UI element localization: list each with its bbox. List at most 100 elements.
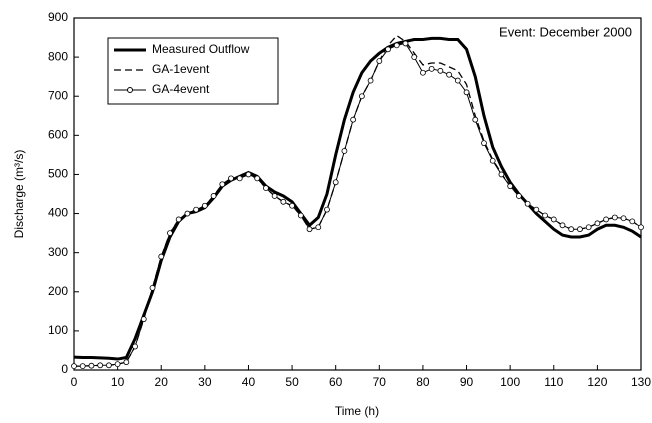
series-marker: [550, 216, 557, 223]
y-tick-label: 200: [48, 284, 68, 298]
series-marker: [236, 175, 243, 182]
x-tick-label: 20: [155, 375, 169, 389]
series-marker: [367, 77, 374, 84]
plot-frame: [73, 17, 642, 371]
series-marker: [603, 216, 610, 223]
y-tick-label: 0: [61, 362, 68, 376]
series-marker: [498, 171, 505, 178]
series-marker: [385, 46, 391, 53]
series-marker: [507, 183, 514, 190]
series-marker: [184, 210, 191, 217]
series-marker: [219, 181, 226, 188]
x-tick-label: 0: [71, 375, 78, 389]
series-marker: [611, 214, 618, 221]
legend-label: Measured Outflow: [152, 42, 250, 56]
series-marker: [420, 69, 426, 76]
series-marker: [280, 198, 287, 205]
y-tick-label: 400: [48, 206, 68, 220]
series-marker: [472, 116, 479, 123]
series-marker: [629, 218, 636, 225]
x-tick-label: 90: [460, 375, 474, 389]
x-tick-label: 130: [631, 375, 651, 389]
x-tick-label: 60: [329, 375, 343, 389]
series-marker: [210, 193, 217, 199]
x-tick-label: 110: [544, 375, 563, 389]
x-tick-label: 80: [416, 375, 430, 389]
legend-marker: [127, 87, 133, 93]
series-marker: [577, 226, 583, 233]
series-marker: [585, 224, 592, 231]
series-marker: [358, 93, 365, 100]
series-marker: [271, 193, 278, 199]
x-tick-label: 30: [198, 375, 212, 389]
series-marker: [79, 363, 86, 369]
series-marker: [568, 226, 575, 233]
series-marker: [193, 206, 200, 213]
x-tick-label: 50: [285, 375, 299, 389]
y-tick-label: 500: [48, 167, 68, 181]
series-marker: [481, 140, 487, 147]
legend-label: GA-1event: [152, 62, 210, 76]
y-tick-label: 100: [48, 323, 68, 337]
series-marker: [515, 193, 522, 199]
legend-label: GA-4event: [152, 82, 210, 96]
series-marker: [315, 224, 322, 231]
annotation: Event: December 2000: [499, 24, 632, 39]
series-marker: [446, 71, 452, 78]
x-axis-label: Time (h): [335, 404, 379, 418]
series-marker: [533, 206, 540, 213]
series-marker: [97, 362, 104, 369]
series-marker: [437, 67, 444, 74]
series-marker: [158, 253, 165, 260]
series-marker: [175, 216, 182, 223]
series-marker: [140, 316, 147, 323]
series-marker: [454, 77, 461, 84]
y-tick-label: 700: [48, 88, 68, 102]
series-marker: [132, 343, 138, 350]
series-marker: [306, 226, 313, 233]
x-tick-label: 100: [500, 375, 520, 389]
series-marker: [289, 202, 295, 209]
series-marker: [167, 230, 173, 237]
x-tick-label: 10: [111, 375, 125, 389]
series-marker: [254, 175, 261, 182]
series-marker: [201, 202, 208, 209]
series-marker: [332, 179, 339, 186]
y-tick-label: 300: [48, 245, 68, 259]
series-marker: [393, 42, 400, 49]
series-marker: [463, 89, 470, 96]
y-tick-label: 600: [48, 128, 68, 142]
series-marker: [245, 171, 252, 178]
y-axis-label: Discharge (m³/s): [12, 150, 26, 239]
x-tick-label: 40: [242, 375, 256, 389]
x-tick-label: 70: [373, 375, 387, 389]
series-marker: [428, 65, 435, 72]
series-marker: [149, 284, 156, 291]
series-marker: [559, 222, 566, 229]
series-marker: [402, 40, 409, 47]
series-marker: [524, 200, 531, 207]
series-marker: [594, 220, 601, 227]
series-marker: [341, 148, 348, 154]
series-marker: [88, 362, 95, 369]
series-marker: [542, 212, 548, 219]
series-marker: [411, 54, 418, 61]
x-tick-label: 120: [587, 375, 607, 389]
series-marker: [105, 362, 112, 369]
series-marker: [376, 58, 383, 64]
series-marker: [324, 206, 330, 213]
y-tick-label: 900: [48, 10, 68, 24]
series-line: [73, 36, 642, 361]
series-marker: [71, 363, 77, 369]
series-marker: [228, 175, 234, 182]
series-marker: [263, 185, 269, 192]
series-marker: [638, 224, 644, 231]
series-marker: [123, 359, 130, 366]
series-marker: [620, 215, 627, 222]
series-marker: [350, 116, 357, 123]
y-tick-label: 800: [48, 49, 68, 63]
series-marker: [297, 212, 304, 219]
series-marker: [114, 361, 121, 368]
series-marker: [489, 157, 496, 164]
